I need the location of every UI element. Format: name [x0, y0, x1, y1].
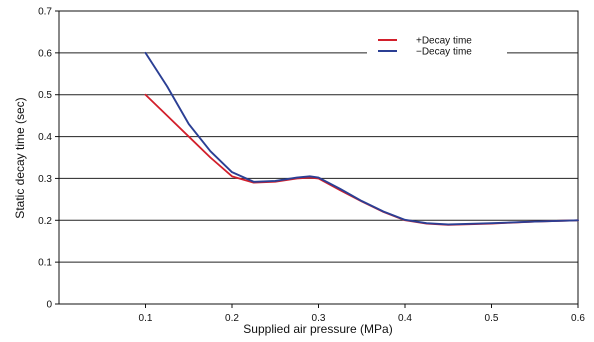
x-tick-label: 0.5	[485, 313, 499, 324]
axis-layer: 0 0.1 0.2 0.3 0.4 0.5 0.6 0.7 0.1 0.2 0.3 0.4 0.5 0.6…	[13, 7, 585, 337]
y-tick-label: 0.1	[38, 258, 52, 269]
series-layer	[144, 51, 579, 226]
y-tick-label: 0.7	[38, 7, 52, 18]
y-axis-label: Static decay time (sec)	[13, 97, 27, 218]
grid-layer	[59, 52, 578, 263]
y-tick-label: 0.4	[38, 132, 52, 143]
plus-decay-time-line	[144, 93, 579, 226]
x-tick-label: 0.3	[312, 313, 326, 324]
minus-decay-time-line	[144, 51, 579, 226]
y-tick-label: 0.3	[38, 174, 52, 185]
y-tick-label: 0.5	[38, 90, 52, 101]
legend-minus-label: −Decay time	[416, 47, 472, 58]
legend-plus-label: +Decay time	[416, 36, 472, 47]
y-tick-label: 0.6	[38, 48, 52, 59]
y-tick-label: 0	[46, 300, 52, 311]
x-tick-label: 0.4	[398, 313, 412, 324]
x-tick-label: 0.1	[139, 313, 153, 324]
x-tick-label: 0.6	[571, 313, 585, 324]
y-tick-label: 0.2	[38, 216, 52, 227]
x-axis-label: Supplied air pressure (MPa)	[243, 322, 392, 336]
x-tick-label: 0.2	[225, 313, 239, 324]
legend-background	[367, 31, 507, 59]
legend: +Decay time−Decay time	[367, 31, 507, 59]
